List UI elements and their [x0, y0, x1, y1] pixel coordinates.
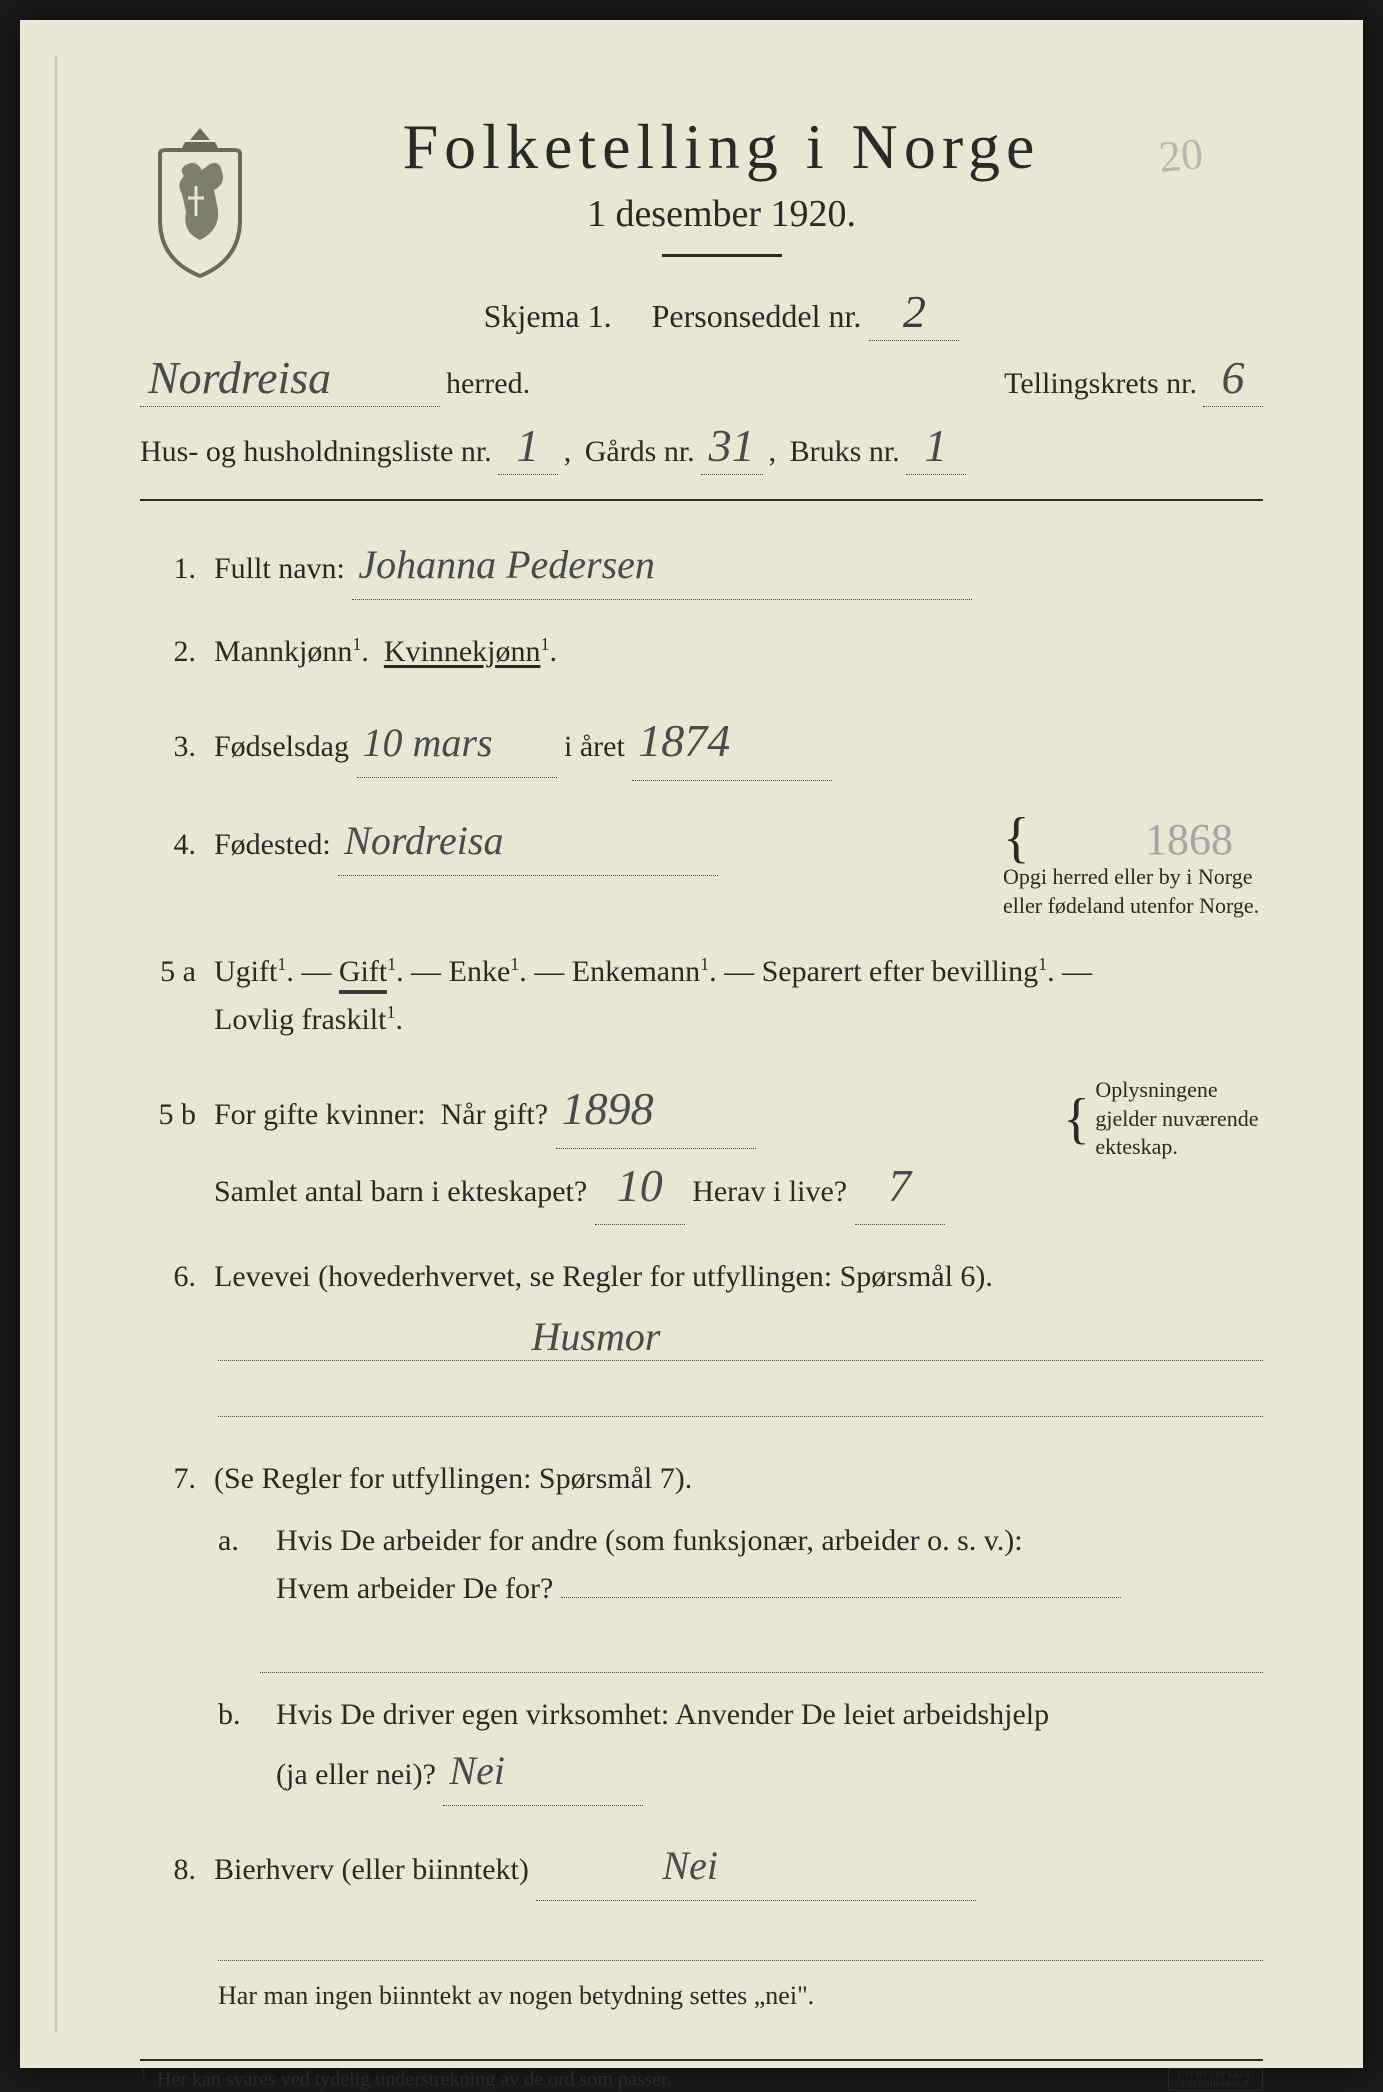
- question-5a: 5 a Ugift1. — Gift1. — Enke1. — Enkemann…: [140, 948, 1263, 1044]
- footnote-marker: 1: [140, 2067, 147, 2082]
- q6-label: Levevei (hovederhvervet, se Regler for u…: [214, 1260, 993, 1293]
- q8-note: Har man ingen biinntekt av nogen betydni…: [140, 1981, 1263, 2011]
- q2-opt-kvinne: Kvinnekjønn: [384, 635, 541, 668]
- q7b-label: b.: [218, 1691, 258, 1739]
- q7a-label: a.: [218, 1517, 258, 1565]
- title-block: Folketelling i Norge 1 desember 1920. Sk…: [300, 110, 1263, 341]
- q5b-label: For gifte kvinner:: [214, 1098, 426, 1131]
- stamp-l1: E.SEMS TRYKKERI: [1177, 2070, 1254, 2079]
- q4-note-l2: eller fødeland utenfor Norge.: [1003, 893, 1259, 918]
- gards-label: Gårds nr.: [585, 435, 695, 469]
- question-5b: 5 b For gifte kvinner: Når gift? 1898 { …: [140, 1072, 1263, 1225]
- q3-year: 1874: [638, 715, 730, 766]
- q5b-note: { Oplysningene gjelder nuværende ekteska…: [1063, 1076, 1263, 1162]
- q5b-note-l1: Oplysningene: [1095, 1077, 1217, 1102]
- q5b-num: 5 b: [140, 1091, 196, 1139]
- question-7: 7. (Se Regler for utfyllingen: Spørsmål …: [140, 1455, 1263, 1503]
- q6-value: Husmor: [532, 1313, 661, 1360]
- q7-num: 7.: [140, 1455, 196, 1503]
- tellingskrets-nr: 6: [1222, 352, 1245, 403]
- herred-value: Nordreisa: [148, 352, 331, 403]
- section-divider-1: [140, 499, 1263, 501]
- printer-stamp: E.SEMS TRYKKERI FREDRIKSHALD: [1168, 2068, 1263, 2092]
- question-7a: a. Hvis De arbeider for andre (som funks…: [140, 1517, 1263, 1613]
- q5b-herav-label: Herav i live?: [692, 1175, 847, 1208]
- q3-num: 3.: [140, 723, 196, 771]
- herred-label: herred.: [446, 367, 530, 401]
- question-4: 4. Fødested: Nordreisa { Opgi herred ell…: [140, 809, 1263, 921]
- q4-value: Nordreisa: [344, 818, 503, 863]
- main-title: Folketelling i Norge: [300, 110, 1143, 184]
- q5a-opt-0: Ugift: [214, 955, 277, 988]
- q8-value: Nei: [542, 1843, 718, 1888]
- coat-of-arms-icon: [140, 120, 260, 280]
- q2-num: 2.: [140, 628, 196, 676]
- q5a-opt-5: Lovlig fraskilt: [214, 1003, 386, 1036]
- question-6: 6. Levevei (hovederhvervet, se Regler fo…: [140, 1253, 1263, 1301]
- footnote: 1 Her kan svares ved tydelig understrekn…: [140, 2059, 1263, 2092]
- q7b-text1: Hvis De driver egen virksomhet: Anvender…: [276, 1698, 1049, 1731]
- q5b-barn-label: Samlet antal barn i ekteskapet?: [214, 1175, 587, 1208]
- pencil-annotation-year: 1868: [1145, 814, 1233, 865]
- q3-year-label: i året: [564, 730, 625, 763]
- q6-blank-line: [218, 1365, 1263, 1417]
- q3-daymonth: 10 mars: [363, 720, 493, 765]
- q2-opt-mann: Mannkjønn: [214, 635, 352, 668]
- q5b-barn: 10: [617, 1160, 663, 1211]
- q7a-text2: Hvem arbeider De for?: [276, 1572, 553, 1605]
- q5b-herav: 7: [888, 1160, 911, 1211]
- q7-label: (Se Regler for utfyllingen: Spørsmål 7).: [214, 1462, 692, 1495]
- husliste-nr: 1: [516, 420, 539, 471]
- q7b-text2: (ja eller nei)?: [276, 1758, 436, 1791]
- question-7b: b. Hvis De driver egen virksomhet: Anven…: [140, 1691, 1263, 1806]
- q5b-note-l2: gjelder nuværende: [1095, 1106, 1258, 1131]
- form-header: Folketelling i Norge 1 desember 1920. Sk…: [140, 110, 1263, 341]
- personseddel-label: Personseddel nr.: [652, 298, 862, 334]
- q5b-nargift-label: Når gift?: [441, 1098, 548, 1131]
- stamp-l2: FREDRIKSHALD: [1182, 2079, 1249, 2088]
- q3-label: Fødselsdag: [214, 730, 349, 763]
- q8-blank-line: [218, 1909, 1263, 1961]
- q6-num: 6.: [140, 1253, 196, 1301]
- personseddel-nr: 2: [903, 286, 926, 337]
- q8-num: 8.: [140, 1846, 196, 1894]
- q8-label: Bierhverv (eller biinntekt): [214, 1853, 529, 1886]
- q1-value: Johanna Pedersen: [358, 542, 655, 587]
- meta-row-1: Nordreisa herred. Tellingskrets nr. 6: [140, 351, 1263, 407]
- bruks-nr: 1: [924, 420, 947, 471]
- bruks-label: Bruks nr.: [790, 435, 900, 469]
- q5a-opt-1: Gift: [339, 955, 387, 994]
- q7a-blank-line: [260, 1621, 1263, 1673]
- question-2: 2. Mannkjønn1. Kvinnekjønn1.: [140, 628, 1263, 676]
- subtitle: 1 desember 1920.: [300, 192, 1143, 236]
- tellingskrets-label: Tellingskrets nr.: [1004, 367, 1197, 401]
- q5a-opt-2: Enke: [449, 955, 511, 988]
- q5a-opt-4: Separert efter bevilling: [762, 955, 1039, 988]
- skjema-line: Skjema 1. Personseddel nr. 2: [300, 285, 1143, 341]
- question-8: 8. Bierhverv (eller biinntekt) Nei: [140, 1834, 1263, 1901]
- footnote-text: Her kan svares ved tydelig understreknin…: [157, 2069, 672, 2091]
- q1-num: 1.: [140, 545, 196, 593]
- census-form-page: 20 1868 Folketelling i Norge 1 desember …: [20, 20, 1363, 2068]
- q1-label: Fullt navn:: [214, 552, 345, 585]
- husliste-label: Hus- og husholdningsliste nr.: [140, 435, 492, 469]
- question-1: 1. Fullt navn: Johanna Pedersen: [140, 533, 1263, 600]
- pencil-annotation-corner: 20: [1157, 128, 1205, 183]
- skjema-label: Skjema 1.: [484, 298, 612, 334]
- q5b-nargift: 1898: [562, 1083, 654, 1134]
- q7a-text1: Hvis De arbeider for andre (som funksjon…: [276, 1524, 1023, 1557]
- q7b-value: Nei: [449, 1748, 505, 1793]
- q5a-num: 5 a: [140, 948, 196, 996]
- meta-row-2: Hus- og husholdningsliste nr. 1 , Gårds …: [140, 419, 1263, 475]
- gards-nr: 31: [709, 420, 755, 471]
- question-3: 3. Fødselsdag 10 mars i året 1874: [140, 704, 1263, 781]
- q4-num: 4.: [140, 821, 196, 869]
- q5a-opt-3: Enkemann: [572, 955, 700, 988]
- q4-label: Fødested:: [214, 828, 331, 861]
- q4-note-l1: Opgi herred eller by i Norge: [1003, 864, 1252, 889]
- q6-answer-line: Husmor: [218, 1309, 1263, 1361]
- q5b-note-l3: ekteskap.: [1095, 1134, 1177, 1159]
- title-rule: [662, 254, 782, 257]
